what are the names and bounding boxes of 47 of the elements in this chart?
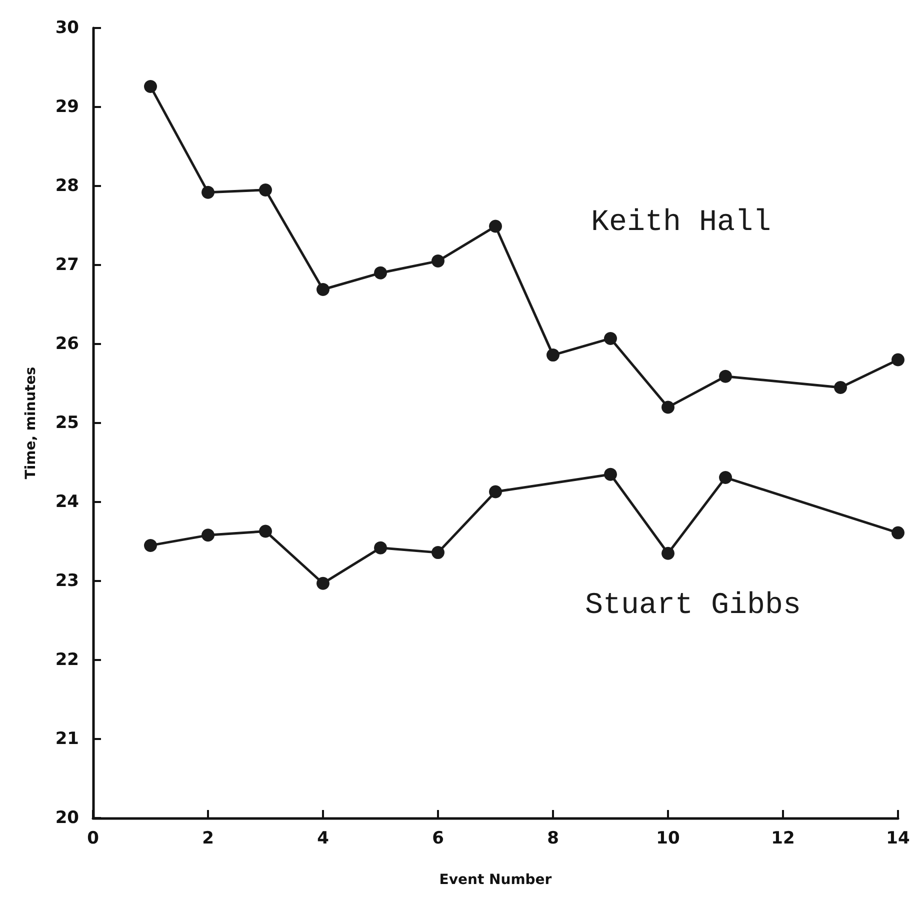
point	[546, 348, 560, 362]
point	[259, 524, 272, 538]
x-tick-label: 6	[432, 828, 444, 848]
y-tick-label: 26	[55, 334, 79, 354]
point	[489, 220, 502, 233]
y-tick-label: 22	[55, 650, 79, 670]
point	[144, 80, 157, 93]
x-tick-label: 2	[202, 828, 214, 848]
y-tick-label: 21	[55, 729, 79, 749]
y-tick-label: 29	[55, 97, 79, 117]
point	[662, 400, 674, 414]
point	[374, 266, 387, 280]
y-axis-title: Time, minutes	[23, 366, 39, 480]
x-tick-label: 4	[317, 828, 330, 848]
point	[432, 254, 444, 268]
x-tick-label: 0	[87, 828, 100, 848]
point	[719, 471, 732, 484]
y-tick-label: 20	[55, 808, 80, 828]
y-tick-label: 28	[55, 176, 79, 196]
point	[316, 576, 330, 590]
point	[374, 541, 387, 554]
x-tick-label: 10	[656, 828, 680, 848]
y-tick-label: 27	[55, 255, 79, 275]
y-tick-label: 30	[55, 18, 80, 38]
y-tick-label: 25	[55, 413, 79, 433]
y-tick-label: 24	[55, 492, 80, 512]
point	[144, 538, 157, 552]
point	[719, 370, 732, 383]
point	[662, 546, 674, 560]
x-tick-label: 12	[771, 828, 795, 848]
series-label: Stuart Gibbs	[584, 588, 801, 623]
point	[489, 485, 502, 498]
text: Keith Hall	[590, 206, 771, 240]
y-tick-label: 23	[55, 571, 79, 591]
x-tick-label: 14	[886, 828, 910, 848]
point	[834, 380, 847, 394]
point	[892, 526, 904, 540]
point	[604, 332, 617, 345]
point	[604, 468, 617, 481]
point	[202, 186, 214, 199]
point	[202, 528, 214, 542]
point	[316, 282, 330, 296]
x-tick-label: 8	[547, 828, 559, 848]
point	[892, 353, 904, 366]
point	[259, 183, 272, 196]
point	[432, 546, 444, 560]
x-axis-title: Event Number	[439, 872, 552, 888]
